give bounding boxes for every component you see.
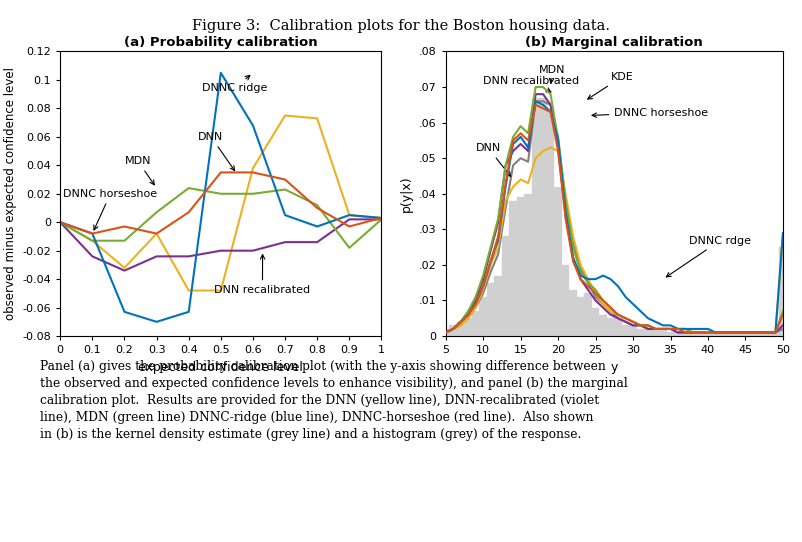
Bar [531, 98, 539, 336]
Bar [546, 108, 553, 336]
Bar [755, 332, 764, 336]
Bar [703, 332, 711, 336]
Bar [696, 332, 703, 336]
X-axis label: y: y [610, 360, 618, 373]
Bar [651, 329, 658, 336]
Bar [449, 325, 456, 336]
Bar [472, 311, 479, 336]
Bar [621, 325, 629, 336]
Bar [733, 332, 741, 336]
Text: DNN recalibrated: DNN recalibrated [214, 255, 310, 295]
Bar [486, 283, 494, 336]
Y-axis label: observed minus expected confidence level: observed minus expected confidence level [4, 67, 17, 320]
Text: DNNC horseshoe: DNNC horseshoe [63, 189, 157, 230]
Text: DNN: DNN [198, 132, 234, 171]
Text: MDN: MDN [124, 156, 154, 185]
Bar [688, 332, 696, 336]
Bar [643, 329, 651, 336]
Bar [778, 247, 786, 336]
Text: MDN: MDN [539, 65, 565, 83]
Y-axis label: p(y|x): p(y|x) [400, 176, 413, 212]
Bar [516, 197, 524, 336]
Bar [666, 332, 674, 336]
Bar [681, 332, 688, 336]
Bar [441, 329, 449, 336]
Bar [598, 315, 606, 336]
Text: DNN recalibrated: DNN recalibrated [483, 75, 578, 92]
Title: (a) Probability calibration: (a) Probability calibration [124, 36, 318, 49]
Bar [561, 265, 569, 336]
Text: Panel (a) gives the probability calibration plot (with the y-axis showing differ: Panel (a) gives the probability calibrat… [40, 360, 627, 441]
Bar [711, 332, 719, 336]
Bar [674, 332, 681, 336]
Text: DNNC horseshoe: DNNC horseshoe [591, 107, 707, 118]
Bar [636, 329, 643, 336]
Bar [553, 186, 561, 336]
Text: DNNC rdge: DNNC rdge [666, 236, 751, 277]
Bar [606, 318, 614, 336]
Bar [456, 322, 464, 336]
Bar [494, 275, 501, 336]
Text: KDE: KDE [587, 72, 633, 99]
Bar [771, 332, 778, 336]
Text: Figure 3:  Calibration plots for the Boston housing data.: Figure 3: Calibration plots for the Bost… [192, 19, 610, 33]
Bar [479, 297, 486, 336]
Bar [539, 98, 546, 336]
Bar [501, 236, 508, 336]
Text: DNNC ridge: DNNC ridge [201, 75, 266, 93]
Bar [584, 293, 591, 336]
Bar [569, 290, 576, 336]
Bar [591, 307, 598, 336]
Bar [576, 297, 584, 336]
Bar [658, 329, 666, 336]
Bar [726, 332, 733, 336]
Text: DNN: DNN [475, 143, 510, 176]
Bar [748, 332, 755, 336]
Bar [614, 318, 621, 336]
Bar [464, 318, 472, 336]
Title: (b) Marginal calibration: (b) Marginal calibration [525, 36, 703, 49]
Bar [764, 332, 771, 336]
Bar [741, 332, 748, 336]
Bar [629, 325, 636, 336]
X-axis label: expected confidence level: expected confidence level [138, 360, 303, 373]
Bar [719, 332, 726, 336]
Bar [508, 201, 516, 336]
Bar [524, 194, 531, 336]
